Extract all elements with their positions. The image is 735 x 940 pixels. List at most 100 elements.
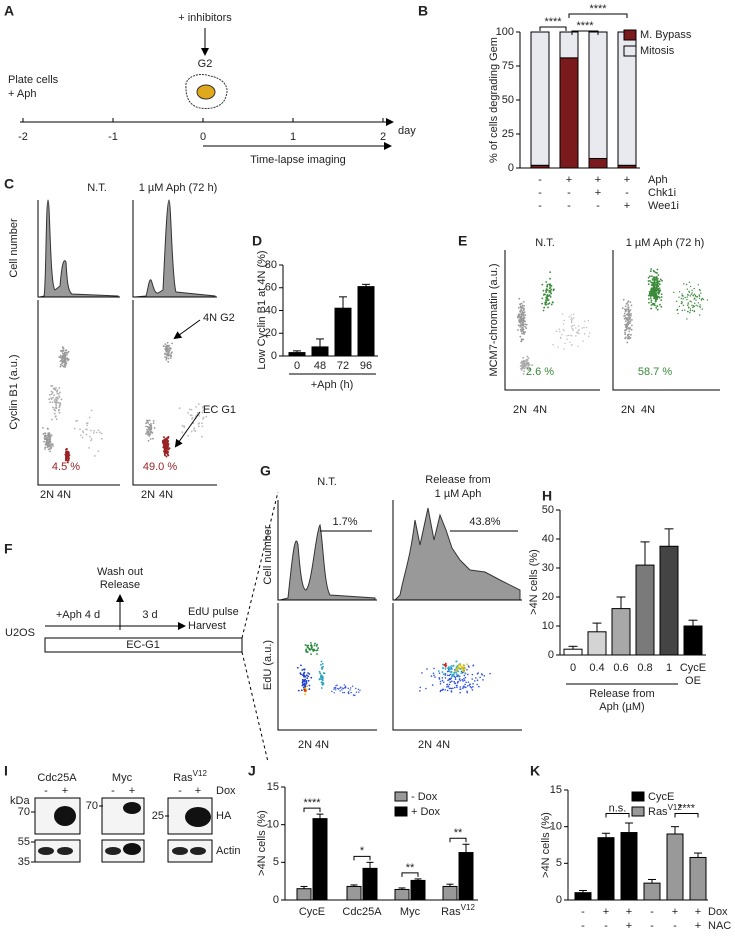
y-axis-label: % of cells degrading Gem <box>488 37 500 163</box>
cell-dot <box>474 680 476 682</box>
cell-dot <box>149 433 151 436</box>
cell-dot <box>442 681 445 684</box>
cell-dot <box>655 281 658 284</box>
cell-dot <box>308 684 311 687</box>
cell-dot <box>658 280 661 283</box>
cell-dot <box>686 304 689 307</box>
significance-bracket <box>539 26 567 31</box>
panel-label: I <box>4 763 8 779</box>
cell-dot <box>649 275 651 278</box>
cell-dot <box>90 437 93 440</box>
cell-dot <box>307 644 310 647</box>
cell-dot <box>472 682 474 685</box>
cell-dot <box>688 291 691 293</box>
cell-dot <box>520 368 523 371</box>
cell-dot <box>522 300 525 303</box>
cell-dot <box>146 419 148 422</box>
cell-dot <box>310 653 312 656</box>
bar <box>597 837 615 901</box>
cell-dot <box>699 305 701 308</box>
cell-dot <box>695 304 697 307</box>
cell-dot <box>698 297 701 300</box>
cell-dot <box>59 402 62 405</box>
cell-dot <box>471 689 474 691</box>
bar <box>312 818 328 901</box>
bar <box>588 31 608 159</box>
cell-dot <box>522 356 525 359</box>
cell-dot <box>165 455 168 458</box>
cell-dot <box>697 302 700 304</box>
cell-dot <box>197 403 200 406</box>
dox-sign: + <box>195 785 201 797</box>
gate-percentage: 4.5 % <box>52 461 80 473</box>
cell-dot <box>522 338 525 341</box>
cell-dot <box>315 649 318 652</box>
cell-dot <box>687 303 689 305</box>
cell-dot <box>693 310 696 313</box>
cell-dot <box>459 686 462 688</box>
condition-label: Dox <box>708 906 728 918</box>
cell-dot <box>52 445 54 447</box>
cell-dot <box>694 294 697 297</box>
cell-dot <box>442 667 445 670</box>
cell-dot <box>571 327 573 330</box>
cell-dot <box>306 685 309 688</box>
cell-dot <box>706 299 709 301</box>
cell-dot <box>457 663 460 666</box>
cell-dot <box>93 430 96 432</box>
cell-dot <box>650 299 653 302</box>
cell-dot <box>53 412 56 415</box>
timeline-tick-label: 1 <box>290 131 296 143</box>
condition-label: Wee1i <box>648 200 679 212</box>
cell-dot <box>648 301 650 304</box>
cell-dot <box>426 668 428 670</box>
bar <box>683 625 703 656</box>
legend-label: + Dox <box>411 806 441 818</box>
cell-dot <box>145 432 147 435</box>
cell-dot <box>462 680 464 682</box>
cell-dot <box>549 284 551 287</box>
cell-dot <box>626 328 628 330</box>
cell-dot <box>468 684 471 686</box>
cell-dot <box>164 449 167 452</box>
cell-dot <box>577 345 579 347</box>
cell-dot <box>676 309 678 312</box>
bar <box>559 57 579 169</box>
cell-dot <box>561 334 563 336</box>
cell-dot <box>50 393 53 395</box>
cell-dot <box>654 276 656 279</box>
gate-percentage: 58.7 % <box>638 366 672 378</box>
cell-dot <box>50 446 53 449</box>
cell-dot <box>464 686 467 689</box>
cell-dot <box>454 670 457 673</box>
cell-dot <box>48 438 50 441</box>
cell-dot <box>431 684 434 686</box>
bar <box>530 31 550 166</box>
cell-dot <box>333 688 335 690</box>
cell-dot <box>146 433 149 436</box>
cell-dot <box>623 315 626 317</box>
plot-frame <box>277 500 522 731</box>
cell-dot <box>659 289 661 292</box>
x-tick-label: Cdc25A <box>342 906 382 918</box>
cell-dot <box>660 299 663 302</box>
significance-label: ** <box>454 827 463 839</box>
cell-dot <box>680 297 683 300</box>
cell-dot <box>564 342 566 345</box>
bar <box>666 833 684 901</box>
cell-dot <box>468 666 470 668</box>
legend-label: - Dox <box>411 791 438 803</box>
cell-dot <box>471 673 474 676</box>
cell-dot <box>202 405 205 408</box>
band <box>123 843 141 855</box>
cell-dot <box>42 426 44 429</box>
cell-dot <box>89 429 92 432</box>
cell-dot <box>149 431 152 434</box>
y-tick-label: 100 <box>496 26 514 38</box>
cell-dot <box>44 448 46 450</box>
cell-dot <box>49 450 52 453</box>
cell-dot <box>466 685 469 687</box>
cell-dot <box>205 415 208 418</box>
cell-dot <box>201 425 204 428</box>
cell-dot <box>61 364 64 367</box>
